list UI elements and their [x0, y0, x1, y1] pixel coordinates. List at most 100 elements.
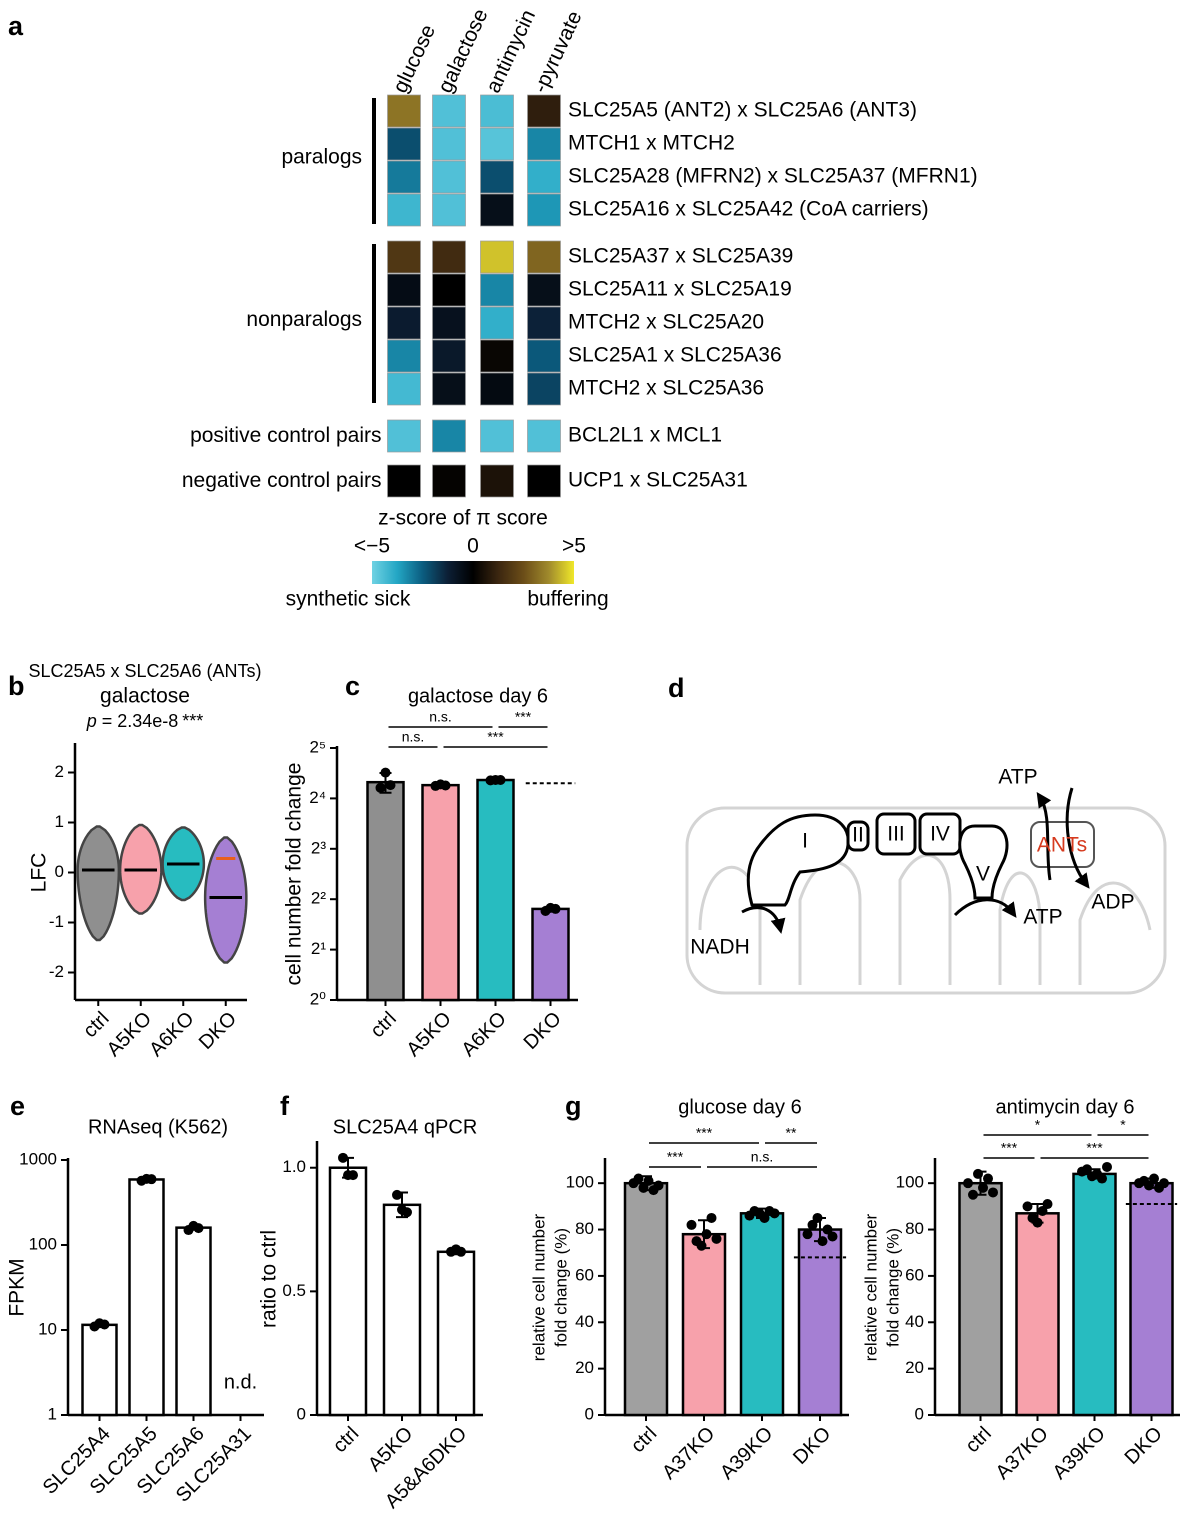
row-label: SLC25A28 (MFRN2) x SLC25A37 (MFRN1): [568, 165, 978, 188]
nadh-arrow: [741, 906, 786, 934]
comparison-label: n.s.: [402, 729, 425, 745]
heatmap-cell: [432, 372, 466, 406]
atp-arrow: [953, 898, 1017, 918]
y-tick-label: 100: [896, 1173, 924, 1192]
heatmap-cell: [432, 160, 466, 194]
data-point: [392, 1189, 402, 1200]
data-point: [812, 1212, 823, 1223]
data-point: [822, 1224, 833, 1235]
y-tick-label: 2: [55, 762, 64, 781]
x-tick-label: A6KO: [145, 1008, 198, 1061]
panel-letter: e: [10, 1091, 25, 1121]
heatmap-cell: [527, 464, 561, 498]
column-label: glucose: [389, 21, 440, 96]
bar: [421, 783, 460, 1002]
row-label: BCL2L1 x MCL1: [568, 424, 722, 447]
complex-label: III: [887, 823, 905, 846]
panel-letter: f: [280, 1091, 290, 1121]
row-label: MTCH2 x SLC25A36: [568, 377, 764, 400]
data-point: [338, 1152, 348, 1163]
data-point: [99, 1319, 110, 1330]
heatmap-cell: [480, 339, 514, 373]
p-symbol: p: [86, 711, 97, 731]
y-axis-label: FPKM: [6, 1258, 29, 1316]
row-label: MTCH1 x MTCH2: [568, 132, 735, 155]
data-point: [686, 1219, 697, 1230]
bar: [531, 907, 570, 1002]
heatmap-cell: [387, 372, 421, 406]
complex-label: I: [802, 830, 808, 853]
data-point: [633, 1173, 644, 1184]
p-text: = 2.34e-8: [102, 711, 179, 731]
diagram: d I II III IV V ANTs ATP ADP ATP NADH: [668, 673, 1167, 995]
heatmap-cell: [432, 240, 466, 274]
x-tick-label: ctrl: [961, 1423, 995, 1457]
group-label: negative control pairs: [182, 469, 382, 492]
data-point: [973, 1168, 983, 1179]
x-tick-label: A39KO: [1049, 1423, 1110, 1484]
y-tick-label: -1: [49, 912, 64, 931]
heatmap-cell: [432, 339, 466, 373]
bar: [1072, 1172, 1117, 1417]
heatmap-cell: [387, 419, 421, 453]
complex-ii: [846, 820, 870, 852]
comparison-label: *: [1120, 1117, 1126, 1133]
significance: ***: [182, 711, 203, 731]
heatmap-cell: [387, 273, 421, 307]
data-point: [375, 782, 386, 793]
data-point: [706, 1212, 717, 1223]
colorbar-tick-label: 0: [467, 535, 479, 558]
comparison-label: n.s.: [429, 709, 452, 725]
heatmap-cell: [527, 339, 561, 373]
data-point: [978, 1182, 988, 1193]
y-tick-label: 0: [585, 1404, 594, 1423]
y-tick-label: 2³: [311, 838, 326, 857]
data-point: [988, 1187, 998, 1198]
panel-letter: d: [668, 673, 685, 703]
mitochondrion: [685, 806, 1167, 995]
y-tick-label: 1: [55, 812, 64, 831]
heatmap-cell: [480, 464, 514, 498]
heatmap-cell: [387, 464, 421, 498]
bar: [1015, 1212, 1060, 1417]
y-axis-label: fold change (%): [551, 1228, 570, 1347]
data-point: [1097, 1173, 1107, 1184]
atp-label: ATP: [998, 766, 1037, 789]
data-point: [827, 1231, 838, 1242]
y-tick-label: 2¹: [311, 939, 326, 958]
heatmap-cell: [480, 193, 514, 227]
y-tick-label: 80: [905, 1219, 924, 1238]
bar: [328, 1166, 368, 1417]
data-point: [380, 767, 391, 778]
complex-label: II: [852, 824, 864, 847]
heatmap-cell: [527, 240, 561, 274]
bar: [366, 780, 405, 1002]
x-tick-label: ctrl: [79, 1008, 113, 1042]
heatmap-cell: [480, 94, 514, 128]
data-point: [1032, 1217, 1043, 1228]
bar: [1129, 1181, 1174, 1417]
heatmap-cell: [480, 419, 514, 453]
comparison-label: *: [1035, 1117, 1041, 1133]
row-label: SLC25A1 x SLC25A36: [568, 344, 782, 367]
data-point: [711, 1233, 722, 1244]
data-point: [1159, 1178, 1169, 1189]
bar: [436, 1250, 476, 1417]
data-point: [385, 780, 396, 791]
y-tick-label: 100: [29, 1234, 57, 1253]
data-point: [1102, 1161, 1112, 1172]
bar: [958, 1181, 1003, 1417]
heatmap-cell: [387, 127, 421, 161]
y-tick-label: 0: [297, 1404, 306, 1423]
heatmap-cell: [387, 339, 421, 373]
data-point: [769, 1208, 780, 1219]
data-point: [193, 1223, 204, 1234]
y-axis-label: relative cell number: [529, 1213, 548, 1361]
p-value: p = 2.34e-8 ***: [86, 711, 204, 731]
x-tick-label: A6KO: [457, 1008, 510, 1061]
colorbar-title: z-score of π score: [378, 507, 548, 530]
colorbar-tick-label: <−5: [354, 535, 390, 558]
comparison-label: ***: [1086, 1140, 1103, 1156]
data-point: [759, 1212, 770, 1223]
bar: [739, 1212, 785, 1417]
